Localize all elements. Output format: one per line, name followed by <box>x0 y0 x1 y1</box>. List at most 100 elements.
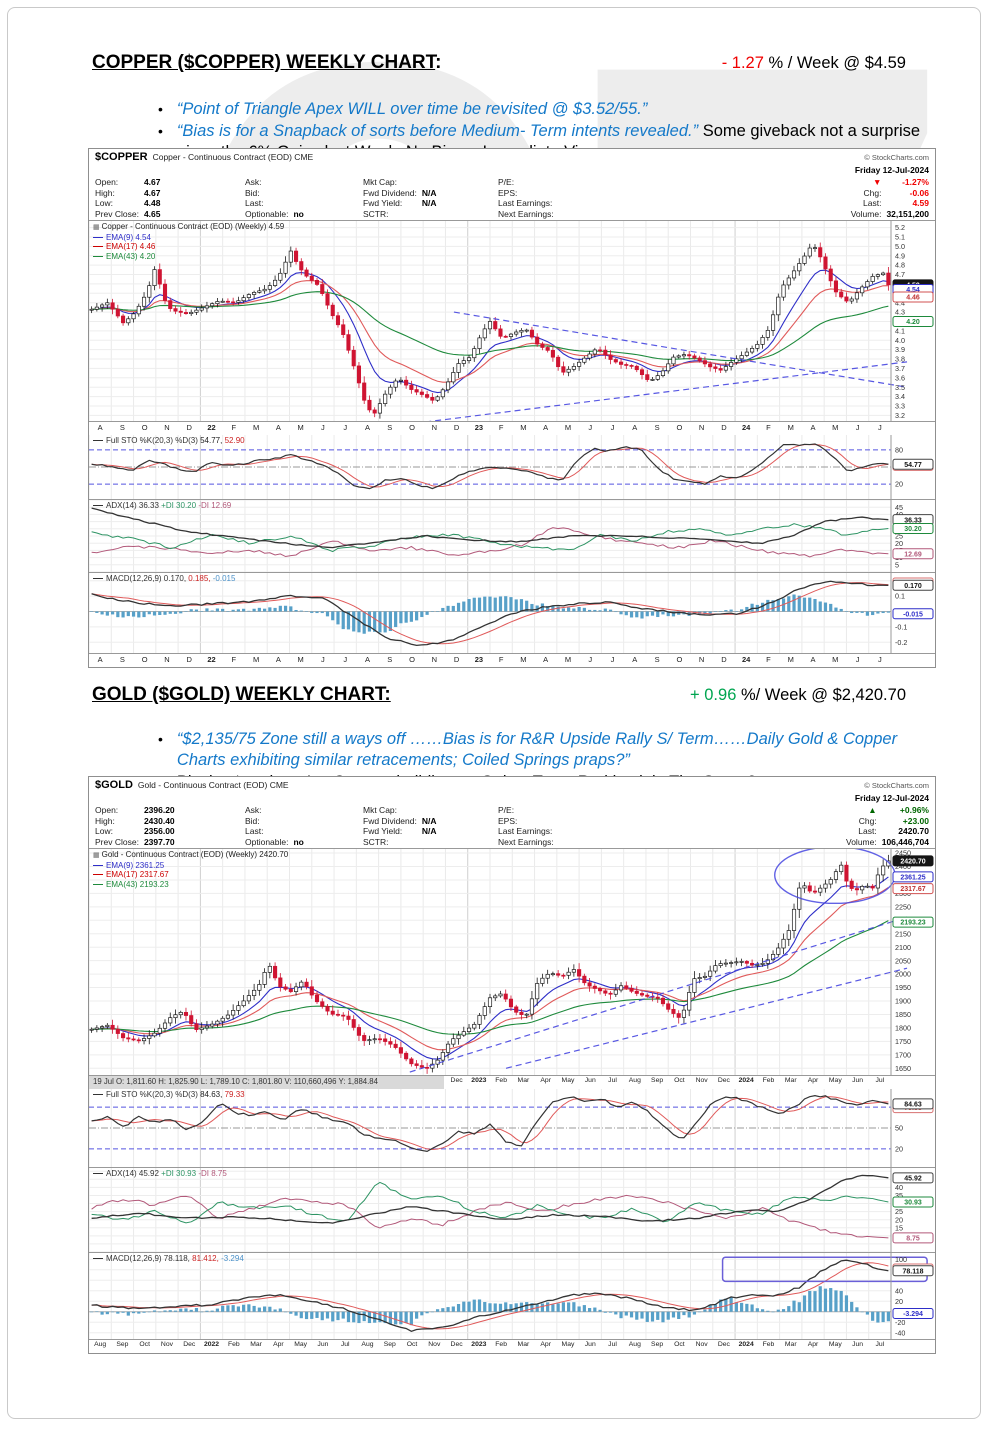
price-x-axis: A S O N D 22 F M A M J J A S O N D 23 F M A M J J A S O N D 24 F M A M J J <box>89 421 935 435</box>
axis-month-label: J <box>877 423 882 432</box>
axis-month-label: Dec <box>450 1077 463 1084</box>
svg-text:40: 40 <box>895 1286 903 1295</box>
axis-month-label: Nov <box>428 1341 441 1348</box>
svg-text:1650: 1650 <box>895 1064 911 1073</box>
svg-text:4.8: 4.8 <box>895 261 905 270</box>
quote-col-fundamentals: Mkt Cap: Fwd Dividend: N/A Fwd Yield: N/A … <box>363 177 437 219</box>
axis-month-label: S <box>387 655 393 664</box>
axis-month-label: M <box>832 655 839 664</box>
svg-text:5.0: 5.0 <box>895 242 905 251</box>
quote-col-fundamentals: Mkt Cap: Fwd Dividend: N/A Fwd Yield: N/A … <box>363 805 437 847</box>
svg-text:4.46: 4.46 <box>906 295 920 302</box>
svg-text:1800: 1800 <box>895 1024 911 1033</box>
svg-text:4.0: 4.0 <box>895 336 905 345</box>
axis-month-label: M <box>787 655 794 664</box>
price-panel: ▦ Copper - Continuous Contract (EOD) (Wee… <box>89 220 935 421</box>
chart-icon: ▦ <box>93 224 100 231</box>
price-svg: 2450240023002250215021002050200019501900… <box>89 849 934 1075</box>
svg-text:20: 20 <box>895 1215 903 1224</box>
low-value: 4.48 <box>143 198 161 208</box>
axis-month-label: O <box>141 655 148 664</box>
axis-month-label: Nov <box>695 1077 708 1084</box>
ema43-line-icon <box>93 883 103 885</box>
macd-panel: MACD(12,26,9) 0.170, 0.185, -0.015 0.1 -0… <box>89 572 935 653</box>
svg-text:20: 20 <box>895 1297 903 1306</box>
axis-month-label: D <box>721 655 727 664</box>
axis-month-label: J <box>855 655 860 664</box>
axis-month-label: D <box>186 655 192 664</box>
svg-text:100: 100 <box>895 1255 907 1264</box>
axis-month-label: J <box>610 423 615 432</box>
axis-month-label: May <box>828 1077 842 1084</box>
ema9-line-icon <box>93 236 103 238</box>
axis-month-label: F <box>498 423 504 432</box>
axis-month-label: Sep <box>116 1341 129 1348</box>
chart-symbol: $GOLD <box>95 779 133 791</box>
axis-month-label: M <box>564 423 572 432</box>
svg-text:8.75: 8.75 <box>906 1235 920 1242</box>
svg-text:1900: 1900 <box>895 997 911 1006</box>
axis-month-label: O <box>676 423 683 432</box>
svg-text:4.54: 4.54 <box>906 287 920 294</box>
svg-text:-3.294: -3.294 <box>903 1311 923 1318</box>
axis-month-label: Mar <box>517 1341 530 1348</box>
axis-month-label: 2022 <box>203 1341 220 1348</box>
axis-month-label: Aug <box>361 1341 374 1348</box>
axis-month-label: Jun <box>317 1341 329 1348</box>
svg-text:30.93: 30.93 <box>904 1200 922 1207</box>
axis-month-label: F <box>231 423 237 432</box>
axis-month-label: Feb <box>762 1341 775 1348</box>
svg-text:1700: 1700 <box>895 1050 911 1059</box>
copper-chart: $COPPER Copper - Continuous Contract (EO… <box>88 148 936 668</box>
axis-month-label: M <box>520 655 527 664</box>
svg-text:50: 50 <box>895 1124 903 1133</box>
stockcharts-copyright: © StockCharts.com <box>864 153 929 162</box>
svg-text:-0.2: -0.2 <box>895 638 907 647</box>
axis-month-label: M <box>252 655 260 664</box>
axis-month-label: A <box>97 655 103 664</box>
svg-text:2420.70: 2420.70 <box>900 859 925 866</box>
axis-month-label: N <box>164 655 170 664</box>
svg-text:35: 35 <box>895 1191 903 1200</box>
macd-line-icon <box>93 1258 103 1260</box>
svg-text:2150: 2150 <box>895 929 911 938</box>
price-legend: ▦ Gold - Continuous Contract (EOD) (Weekl… <box>93 850 289 889</box>
quote-col-earnings: P/E: EPS: Last Earnings: Next Earnings: <box>498 177 554 219</box>
quote-col-change: ▼ -1.27% Chg: -0.06 Last: 4.59 Volume: 32,15… <box>850 177 929 219</box>
adx-line-icon <box>93 1173 103 1175</box>
up-arrow-icon: ▲ <box>868 805 877 815</box>
adx-legend: ADX(14) 45.92 +DI 30.93 -DI 8.75 <box>93 1169 227 1179</box>
axis-month-label: Mar <box>784 1341 797 1348</box>
axis-month-label: Jun <box>584 1341 596 1348</box>
axis-month-label: Dec <box>450 1341 463 1348</box>
axis-month-label: N <box>164 423 170 432</box>
gold-heading-title: GOLD ($GOLD) WEEKLY CHART: <box>92 684 391 705</box>
axis-month-label: J <box>610 655 615 664</box>
price-svg: 5.25.15.04.94.84.74.44.34.14.03.93.83.73… <box>89 221 934 421</box>
axis-month-label: M <box>297 423 304 432</box>
copper-heading-title: COPPER ($COPPER) WEEKLY CHART: <box>92 52 442 73</box>
copper-bullet-2-quote: “Bias is for a Snapback of sorts before … <box>176 121 699 140</box>
svg-text:2361.25: 2361.25 <box>900 875 925 882</box>
chart-description: Copper - Continuous Contract (EOD) CME <box>152 152 314 162</box>
svg-text:20: 20 <box>895 1144 903 1153</box>
axis-month-label: Oct <box>674 1341 685 1348</box>
sto-line-icon <box>93 440 103 442</box>
adx-line-icon <box>93 505 103 507</box>
axis-month-label: Apr <box>807 1077 819 1084</box>
optionable-value: no <box>293 208 304 219</box>
svg-text:1850: 1850 <box>895 1010 911 1019</box>
axis-month-label: A <box>543 655 549 664</box>
axis-month-label: J <box>343 423 348 432</box>
svg-text:20: 20 <box>895 480 903 489</box>
axis-month-label: Jun <box>852 1077 864 1084</box>
down-arrow-icon: ▼ <box>873 177 882 187</box>
axis-month-label: J <box>321 423 325 432</box>
axis-month-label: J <box>588 423 593 432</box>
axis-month-label: Mar <box>250 1341 262 1348</box>
axis-month-label: Jul <box>340 1341 350 1348</box>
axis-month-label: May <box>828 1341 842 1348</box>
stockcharts-copyright: © StockCharts.com <box>864 781 929 790</box>
